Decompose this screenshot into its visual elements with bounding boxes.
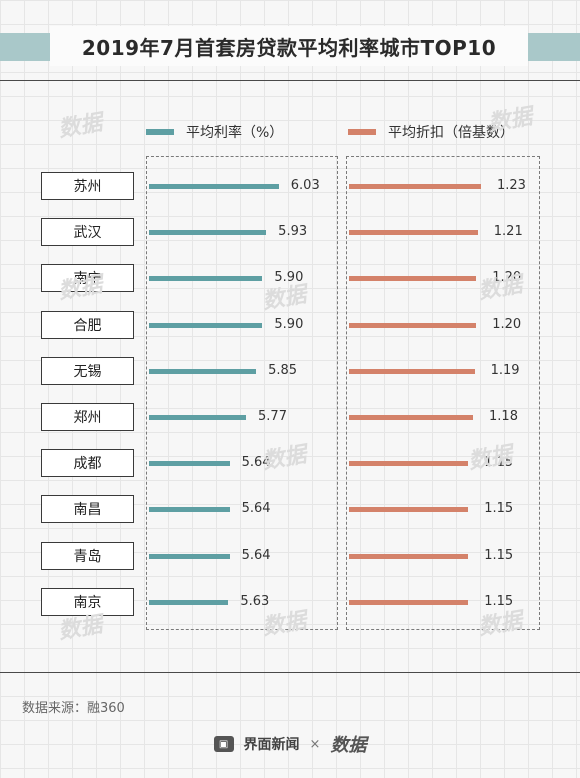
discount-bar [349, 461, 469, 467]
rate-bar [149, 276, 263, 282]
discount-bar [349, 368, 475, 374]
rate-bar [149, 507, 230, 513]
rate-value-label: 5.64 [241, 455, 271, 471]
discount-value-label: 1.20 [492, 270, 522, 286]
discount-bar [349, 322, 477, 328]
discount-value-label: 1.15 [484, 501, 514, 517]
discount-bar [349, 230, 478, 236]
discount-value-label: 1.21 [493, 224, 523, 240]
city-label: 南昌 [41, 495, 134, 524]
city-label: 南宁 [41, 264, 134, 293]
rate-bar [149, 553, 230, 559]
data-source: 数据来源：融360 [22, 701, 125, 716]
rate-value-label: 5.93 [278, 224, 308, 240]
rate-value-label: 5.64 [241, 501, 271, 517]
city-label: 无锡 [41, 356, 134, 385]
rate-bar [149, 184, 279, 189]
city-label: 青岛 [41, 541, 134, 570]
discount-panel [346, 156, 540, 630]
watermark: 数据 [476, 608, 525, 641]
rate-bar [149, 368, 257, 374]
rate-bar [149, 415, 247, 420]
rate-panel [146, 156, 338, 630]
city-label: 苏州 [41, 172, 134, 200]
legend-discount-label: 平均折扣（倍基数） [388, 125, 514, 141]
discount-bar [349, 184, 481, 189]
legend-rate-label: 平均利率（%） [186, 125, 284, 141]
discount-value-label: 1.19 [490, 362, 520, 378]
city-label: 郑州 [41, 403, 134, 431]
rate-value-label: 5.64 [241, 547, 271, 563]
jiemian-logo-icon: ▣ [213, 736, 234, 752]
footer-times: × [309, 736, 321, 752]
watermark: 数据 [56, 110, 105, 143]
discount-bar [349, 599, 469, 605]
legend-rate-swatch [146, 129, 174, 135]
watermark: 数据 [260, 608, 309, 641]
rate-value-label: 5.77 [258, 409, 287, 424]
rate-bar [149, 461, 230, 467]
legend-discount: 平均折扣（倍基数） [348, 122, 514, 142]
footer: ▣ 界面新闻 × 数据 [0, 730, 580, 758]
discount-value-label: 1.23 [496, 178, 526, 193]
city-label: 合肥 [41, 310, 134, 339]
footer-brand-shuju: 数据 [330, 735, 367, 756]
discount-value-label: 1.15 [484, 593, 514, 609]
discount-value-label: 1.18 [489, 409, 518, 424]
discount-value-label: 1.15 [484, 455, 514, 471]
city-label: 南京 [41, 587, 134, 616]
rate-bar [149, 599, 229, 605]
rate-value-label: 5.90 [274, 270, 304, 286]
watermark: 数据 [486, 104, 535, 137]
watermark: 数据 [56, 612, 105, 645]
discount-bar [349, 553, 469, 559]
rate-value-label: 5.85 [268, 362, 298, 378]
rate-bar [149, 230, 267, 236]
discount-value-label: 1.15 [484, 547, 514, 563]
legend-rate: 平均利率（%） [146, 122, 283, 142]
chart-title: 2019年7月首套房贷款平均利率城市TOP10 [50, 26, 528, 66]
rate-bar [149, 322, 263, 328]
footer-brand-jiemian: 界面新闻 [243, 737, 300, 753]
discount-value-label: 1.20 [492, 316, 522, 332]
rate-value-label: 6.03 [290, 178, 320, 193]
legend-discount-swatch [348, 129, 376, 135]
discount-bar [349, 415, 474, 420]
rate-value-label: 5.63 [240, 593, 270, 609]
discount-bar [349, 507, 469, 513]
city-label: 武汉 [41, 218, 134, 247]
bottom-rule [0, 672, 580, 673]
top-rule [0, 80, 580, 81]
discount-bar [349, 276, 477, 282]
rate-value-label: 5.90 [274, 316, 304, 332]
watermark: 数据 [56, 272, 105, 305]
city-label: 成都 [41, 449, 134, 478]
